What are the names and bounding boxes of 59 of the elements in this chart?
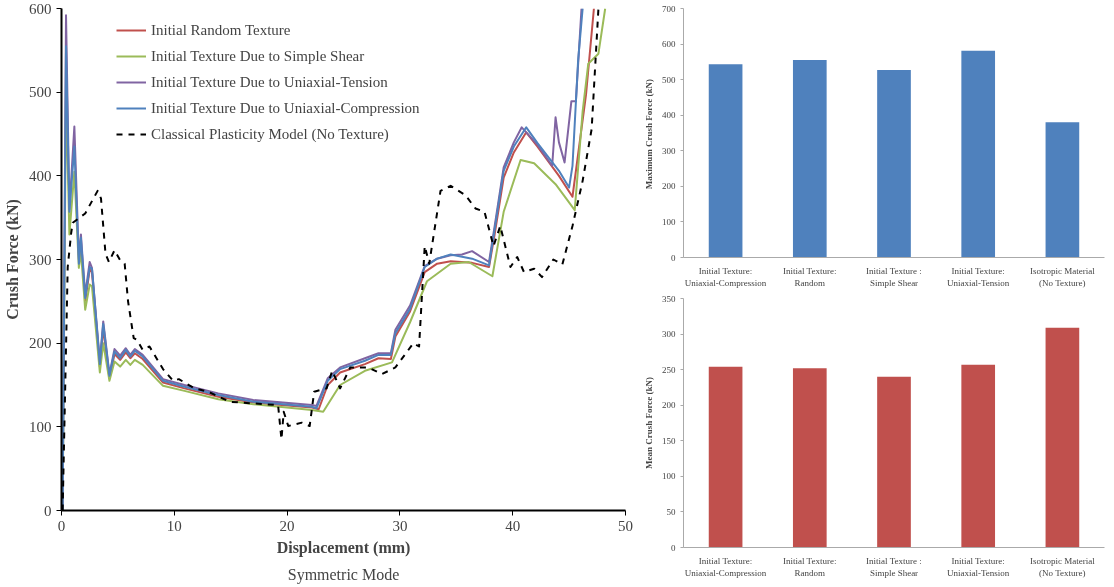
y-tick-label: 700: [662, 3, 676, 14]
y-tick-label: 200: [662, 400, 676, 411]
y-tick-label: 50: [666, 506, 676, 517]
x-tick-label: Initial Texture: Uniaxial-Tension: [947, 555, 1010, 578]
bar: [708, 366, 743, 548]
x-tick-label: 10: [166, 517, 182, 534]
x-tick-label: 0: [57, 517, 66, 534]
y-tick-label: 500: [662, 74, 676, 85]
x-tick-label: Initial Texture : Simple Shear: [866, 555, 922, 578]
text: Symmetric Mode: [287, 565, 400, 584]
x-tick-label: 20: [279, 517, 295, 534]
bar: [961, 50, 996, 258]
legend-label: Initial Texture Due to Simple Shear: [151, 46, 365, 66]
bar: [1045, 122, 1080, 258]
y-axis-title: Maximum Crush Force (kN): [644, 79, 654, 190]
legend-label: Initial Random Texture: [151, 20, 291, 40]
x-tick-label: 50: [618, 517, 633, 534]
x-tick-label: Initial Texture: Uniaxial-Compression: [684, 265, 767, 288]
y-tick-label: 400: [29, 167, 52, 184]
y-tick-label: 250: [662, 364, 676, 375]
bar: [877, 70, 911, 258]
y-tick-label: 150: [662, 435, 676, 446]
y-tick-label: 500: [29, 84, 52, 101]
y-tick-label: 100: [662, 216, 676, 227]
bar: [961, 364, 996, 548]
y-tick-label: 400: [662, 110, 676, 121]
x-tick-label: Initial Texture: Random: [783, 265, 837, 288]
y-tick-label: 0: [44, 502, 52, 519]
x-tick-label: Initial Texture: Uniaxial-Tension: [947, 265, 1010, 288]
y-tick-label: 350: [662, 293, 676, 304]
y-tick-label: 0: [671, 252, 676, 263]
legend-label: Classical Plasticity Model (No Texture): [151, 124, 389, 144]
legend-label: Initial Texture Due to Uniaxial-Tension: [151, 72, 388, 92]
y-tick-label: 100: [662, 471, 676, 482]
y-tick-label: 200: [29, 335, 52, 352]
x-tick-label: Isotropic Material (No Texture): [1030, 555, 1096, 578]
y-tick-label: 200: [662, 181, 676, 192]
y-tick-label: 300: [662, 329, 676, 340]
y-tick-label: 300: [29, 251, 52, 268]
x-tick-label: 30: [392, 517, 408, 534]
y-tick-label: 600: [29, 0, 52, 17]
bar: [792, 368, 827, 548]
bar: [877, 376, 911, 548]
x-tick-label: Isotropic Material (No Texture): [1030, 265, 1096, 288]
x-tick-label: Initial Texture : Simple Shear: [866, 265, 922, 288]
legend-label: Initial Texture Due to Uniaxial-Compression: [151, 98, 420, 118]
x-axis-title: Displacement (mm): [276, 538, 411, 557]
x-tick-label: 40: [505, 517, 521, 534]
y-tick-label: 600: [662, 39, 676, 50]
y-tick-label: 0: [671, 542, 676, 553]
bar: [792, 60, 827, 258]
y-axis-title: Crush Force (kN): [4, 199, 22, 320]
y-tick-label: 300: [662, 145, 676, 156]
x-tick-label: Initial Texture: Random: [783, 555, 837, 578]
x-tick-label: Initial Texture: Uniaxial-Compression: [684, 555, 767, 578]
bar: [1045, 327, 1080, 548]
bar: [708, 64, 743, 258]
y-axis-title: Mean Crush Force (kN): [644, 376, 654, 470]
y-tick-label: 100: [29, 418, 52, 435]
